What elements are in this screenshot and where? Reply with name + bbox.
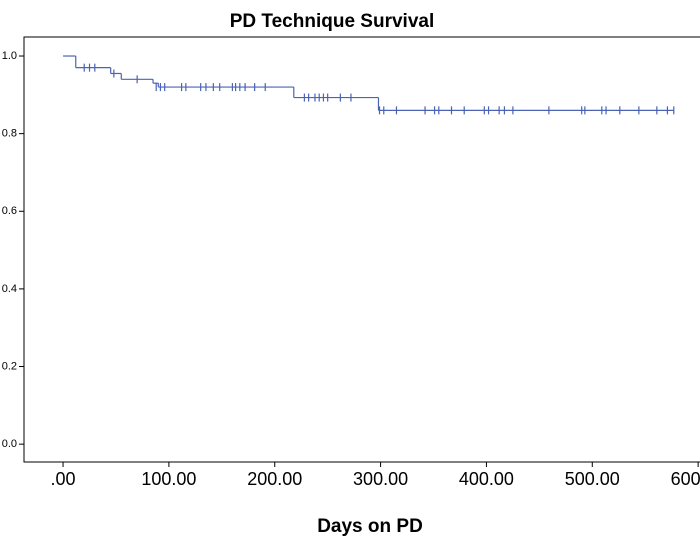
chart-title: PD Technique Survival (230, 11, 434, 32)
x-tick-label: 400.00 (459, 469, 514, 489)
x-tick-label: 500.00 (565, 469, 620, 489)
x-tick-label: .00 (51, 469, 76, 489)
x-tick-label: 100.00 (141, 469, 196, 489)
y-tick-label: 0.8 (2, 128, 17, 140)
y-tick-label: 0.4 (2, 283, 17, 295)
y-tick-label: 0.2 (2, 360, 17, 372)
plot-frame (23, 36, 700, 463)
y-tick-label: 1.0 (2, 50, 17, 62)
y-tick-label: 0.0 (2, 438, 17, 450)
x-tick-label: 600.00 (671, 469, 700, 489)
x-axis-label: Days on PD (317, 516, 423, 537)
y-tick-label: 0.6 (2, 205, 17, 217)
x-tick-label: 300.00 (353, 469, 408, 489)
x-tick-label: 200.00 (247, 469, 302, 489)
